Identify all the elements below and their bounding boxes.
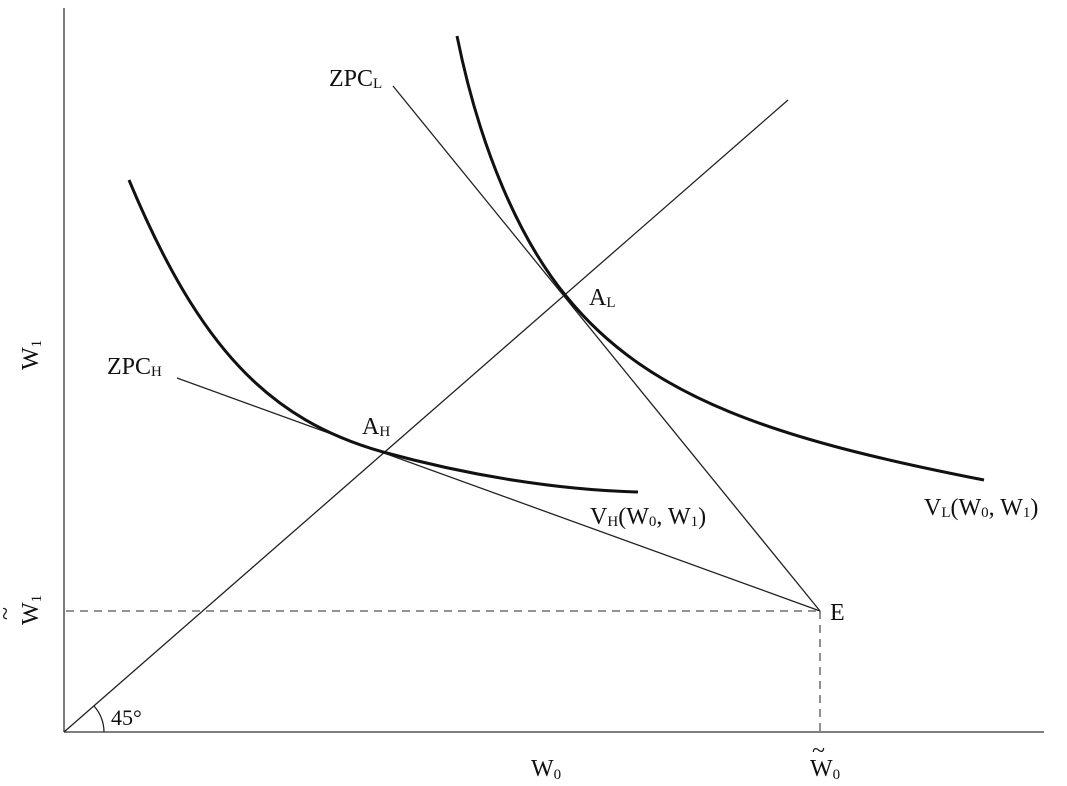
v-h-label: VH(W0, W1) bbox=[590, 504, 706, 530]
point-a-h-label: AH bbox=[362, 414, 390, 440]
v-l-curve bbox=[457, 36, 984, 480]
zpc-l-label: ZPCL bbox=[329, 66, 382, 92]
zpc-h-label: ZPCH bbox=[107, 354, 162, 380]
v-h-curve bbox=[129, 180, 638, 492]
x-axis-label: W0 bbox=[531, 756, 561, 783]
x-tilde-mark: ~ bbox=[812, 738, 825, 764]
v-l-label: VL(W0, W1) bbox=[924, 495, 1038, 521]
angle-label: 45° bbox=[111, 705, 142, 730]
point-a-l-label: AL bbox=[589, 285, 616, 311]
angle-arc bbox=[94, 706, 104, 732]
point-e-label: E bbox=[830, 600, 845, 626]
zpc-h-line bbox=[177, 378, 820, 611]
45-degree-line bbox=[64, 100, 788, 732]
y-axis-label: W1 bbox=[18, 340, 45, 370]
y-tilde-label: W1 bbox=[18, 595, 45, 625]
zpc-l-line bbox=[393, 86, 820, 611]
y-tilde-mark: ~ bbox=[0, 607, 19, 620]
